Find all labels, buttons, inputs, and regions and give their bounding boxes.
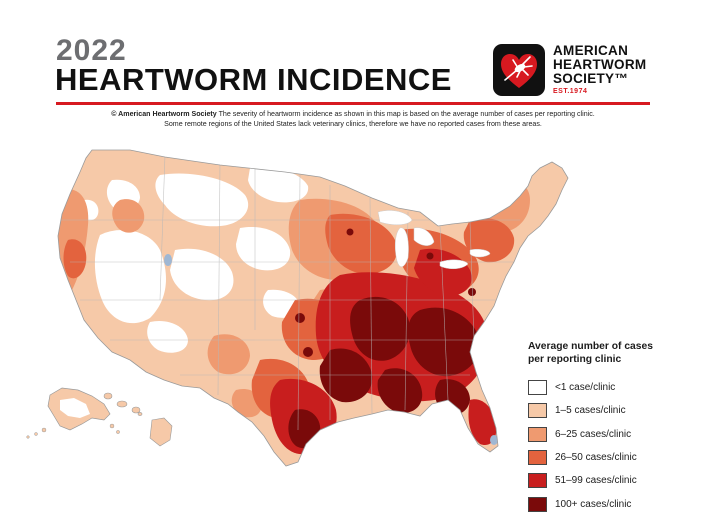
legend-swatch [528, 450, 547, 466]
note-line-2: Some remote regions of the United States… [164, 119, 542, 128]
legend-label: 6–25 cases/clinic [555, 428, 632, 440]
legend-item: 6–25 cases/clinic [528, 423, 688, 446]
legend-title-line-1: Average number of cases [528, 341, 653, 352]
legend-swatch [528, 426, 547, 442]
map-note: © American Heartworm Society The severit… [56, 110, 650, 129]
organization-name: AMERICAN HEARTWORM SOCIETY™ [553, 44, 663, 86]
legend-items: <1 case/clinic 1–5 cases/clinic 6–25 cas… [528, 376, 688, 516]
legend-label: 26–50 cases/clinic [555, 452, 637, 464]
legend-label: 51–99 cases/clinic [555, 475, 637, 487]
hawaii-region [103, 392, 173, 447]
note-line-1: The severity of heartworm incidence as s… [216, 110, 595, 118]
legend-item: 100+ cases/clinic [528, 492, 688, 515]
legend-swatch [528, 473, 547, 489]
heart-mosquito-icon [493, 44, 545, 96]
map-legend: Average number of cases per reporting cl… [528, 341, 688, 516]
legend-title-line-2: per reporting clinic [528, 353, 622, 365]
legend-swatch [528, 403, 547, 419]
established-year: EST.1974 [553, 88, 588, 95]
title-divider [56, 102, 650, 105]
alaska-region [26, 387, 120, 439]
legend-item: 1–5 cases/clinic [528, 399, 688, 422]
org-line: AMERICAN [553, 43, 629, 58]
legend-label: 100+ cases/clinic [555, 498, 632, 510]
org-line: HEARTWORM [553, 57, 647, 72]
legend-item: <1 case/clinic [528, 376, 688, 399]
org-line: SOCIETY™ [553, 71, 629, 86]
copyright-text: © American Heartworm Society [111, 110, 217, 118]
legend-label: 1–5 cases/clinic [555, 405, 626, 417]
legend-swatch [528, 496, 547, 512]
legend-swatch [528, 380, 547, 396]
legend-item: 26–50 cases/clinic [528, 446, 688, 469]
legend-item: 51–99 cases/clinic [528, 469, 688, 492]
year-label: 2022 [56, 34, 127, 67]
legend-label: <1 case/clinic [555, 382, 616, 394]
page-title: HEARTWORM INCIDENCE [55, 62, 452, 97]
legend-title: Average number of cases per reporting cl… [528, 341, 688, 366]
